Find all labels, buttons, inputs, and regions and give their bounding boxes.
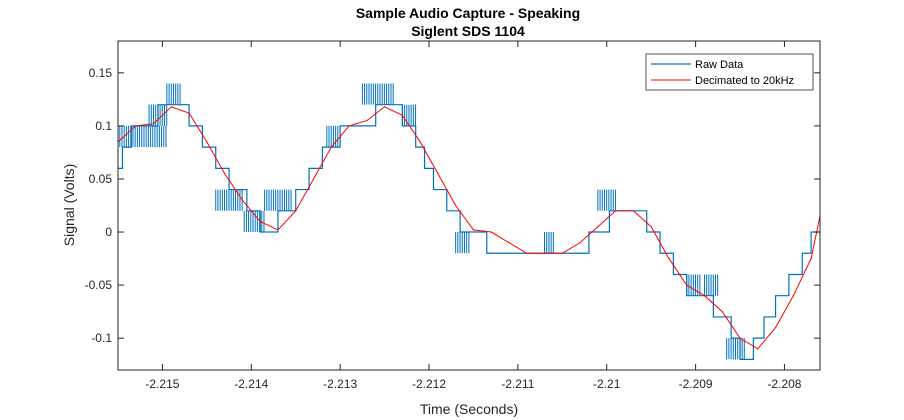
series-decimated-point [170, 106, 172, 108]
series-raw-data-noise [455, 232, 470, 254]
series-decimated-point [188, 112, 190, 114]
series-decimated-point [490, 231, 492, 233]
series-decimated-point [241, 199, 244, 201]
series-decimated-point [597, 226, 599, 228]
x-tick-label: -2.21 [593, 377, 621, 391]
series-decimated-point [579, 242, 581, 244]
series-raw-data-noise [401, 104, 417, 126]
series-decimated-point [295, 210, 297, 212]
y-axis-ticks: -0.1 -0.05 0 0.05 0.1 0.15 [85, 66, 820, 345]
series-decimated-point [472, 229, 475, 231]
series-raw-data-noise [686, 274, 701, 296]
x-tick-label: -2.215 [145, 377, 179, 391]
series-decimated-point [721, 311, 723, 313]
series-decimated-point [401, 114, 403, 116]
series-decimated-point [437, 173, 439, 175]
series-decimated-point [757, 348, 759, 350]
x-axis-ticks: -2.215 -2.214 -2.213 -2.212 -2.211 -2.21 -2.20… [145, 41, 802, 391]
series-raw-data-noise [215, 189, 243, 211]
x-tick-label: -2.212 [412, 377, 446, 391]
x-tick-label: -2.209 [679, 377, 713, 391]
series-decimated-point [668, 257, 670, 260]
series-decimated-point [152, 123, 155, 125]
series-raw-data-noise [703, 274, 719, 296]
x-tick-label: -2.208 [767, 377, 801, 391]
x-tick-label: -2.211 [501, 377, 534, 391]
series-decimated-point [810, 257, 812, 260]
x-tick-label: -2.214 [234, 377, 268, 391]
series-decimated-point [561, 252, 563, 254]
y-axis-title: Signal (Volts) [61, 164, 77, 246]
y-tick-label: 0.15 [89, 66, 113, 80]
series-decimated-point [703, 295, 706, 297]
series-raw-data-noise [544, 232, 554, 254]
series-decimated-point [632, 210, 634, 212]
series-decimated-point [508, 242, 510, 244]
series-decimated-point [650, 226, 652, 228]
x-tick-label: -2.213 [323, 377, 357, 391]
series-decimated-point [792, 295, 794, 297]
series-raw-data-noise [326, 125, 341, 148]
series-decimated-point [277, 229, 279, 231]
series-raw-data-noise [264, 189, 292, 211]
series-decimated-point [774, 326, 777, 329]
series-decimated-point [686, 284, 688, 286]
series-raw-data-noise [361, 83, 394, 105]
series-decimated-point [455, 204, 457, 207]
x-axis-title: Time (Seconds) [420, 401, 518, 417]
series-layer [118, 83, 820, 360]
y-tick-label: 0.1 [95, 119, 112, 133]
series-raw-data-noise [726, 338, 745, 360]
legend-box [645, 53, 814, 91]
legend-label-raw-data: Raw Data [695, 59, 744, 71]
legend: Raw Data Decimated to 20kHz [645, 53, 814, 91]
y-tick-label: 0 [105, 225, 112, 239]
y-tick-label: 0.05 [89, 172, 113, 186]
axes-box [117, 40, 821, 371]
series-raw-data-noise [597, 189, 616, 211]
series-decimated-point [526, 252, 528, 254]
series-decimated-point [615, 210, 617, 212]
series-decimated-point [366, 119, 368, 122]
series-raw-data-noise [166, 83, 181, 105]
y-tick-label: -0.1 [91, 331, 112, 345]
series-decimated-point [135, 125, 137, 127]
series-decimated-point [224, 173, 226, 175]
series-decimated-point [348, 125, 350, 127]
series-decimated-point [312, 178, 315, 180]
series-decimated-point [383, 106, 386, 108]
series-decimated-point [739, 337, 741, 339]
chart-title: Sample Audio Capture - Speaking [356, 5, 580, 21]
y-tick-label: -0.05 [85, 278, 113, 292]
plot-area [118, 41, 820, 370]
series-decimated-point [330, 146, 332, 148]
series-decimated-point [259, 220, 261, 223]
series-raw-data-noise [148, 104, 168, 126]
series-decimated-point [543, 252, 546, 254]
series-decimated-point [206, 141, 208, 143]
series-decimated-point [419, 141, 421, 143]
legend-label-decimated: Decimated to 20kHz [695, 75, 794, 87]
chart-subtitle: Siglent SDS 1104 [411, 23, 525, 39]
